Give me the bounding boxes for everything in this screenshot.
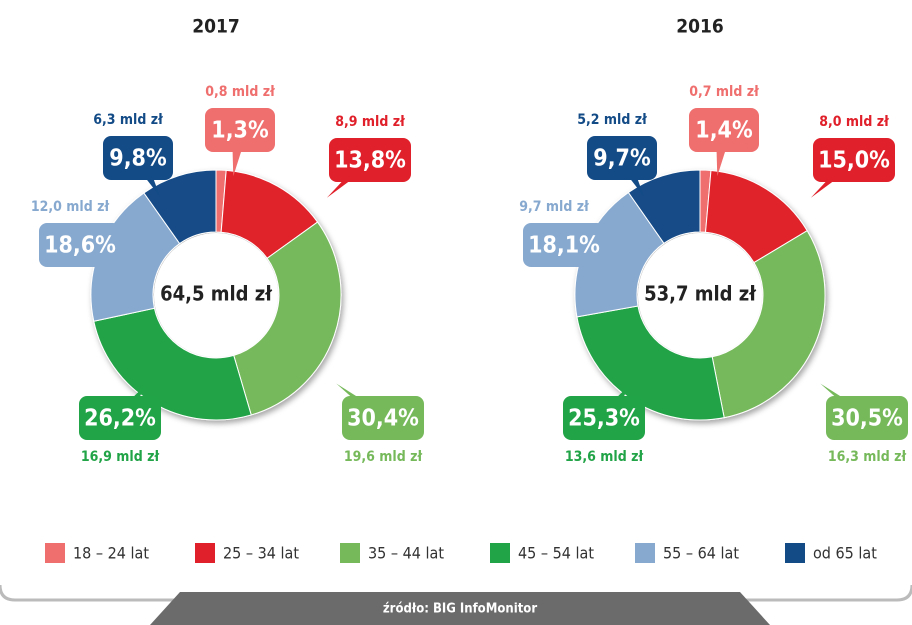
legend-swatch	[195, 543, 215, 563]
slice	[143, 169, 217, 245]
legend-label: 25 – 34 lat	[223, 544, 299, 563]
percent-label: 26,2%	[84, 406, 156, 432]
callout-box	[103, 136, 173, 180]
amount-label: 8,0 mld zł	[819, 114, 889, 130]
percent-label: 9,8%	[109, 146, 167, 172]
callout-box	[813, 138, 895, 182]
percent-label: 18,1%	[528, 233, 600, 259]
amount-label: 19,6 mld zł	[344, 449, 423, 465]
legend-swatch	[785, 543, 805, 563]
legend-label: 18 – 24 lat	[73, 544, 149, 563]
legend-swatch	[490, 543, 510, 563]
amount-label: 8,9 mld zł	[335, 114, 405, 130]
amount-label: 0,8 mld zł	[205, 84, 275, 100]
percent-label: 30,5%	[831, 406, 903, 432]
amount-label: 16,3 mld zł	[828, 449, 907, 465]
legend-swatch	[45, 543, 65, 563]
legend-label: od 65 lat	[813, 544, 877, 563]
slice	[574, 191, 665, 318]
percent-label: 18,6%	[44, 233, 116, 259]
percent-label: 1,4%	[695, 118, 753, 144]
percent-label: 15,0%	[818, 148, 890, 174]
percent-label: 30,4%	[347, 406, 419, 432]
callout-box	[39, 223, 121, 267]
slice	[233, 221, 342, 416]
callout-box	[523, 223, 605, 267]
amount-label: 13,6 mld zł	[565, 449, 644, 465]
amount-label: 12,0 mld zł	[31, 199, 110, 215]
slice	[576, 305, 725, 421]
percent-label: 13,8%	[334, 148, 406, 174]
percent-label: 9,7%	[593, 146, 651, 172]
legend-swatch	[635, 543, 655, 563]
source: źródło: BIG InfoMonitor	[383, 602, 537, 617]
callout-box	[563, 396, 645, 440]
total-label: 53,7 mld zł	[644, 282, 757, 306]
callout-box	[342, 396, 424, 440]
chart-title: 2017	[192, 16, 240, 38]
slice	[711, 230, 826, 419]
slice	[627, 169, 701, 245]
total-label: 64,5 mld zł	[160, 282, 273, 306]
slice	[93, 307, 252, 421]
donut-hole	[154, 233, 278, 357]
donut	[90, 169, 342, 421]
callout-box	[205, 108, 275, 152]
chart-title: 2016	[676, 16, 724, 38]
callout-box	[329, 138, 411, 182]
amount-label: 0,7 mld zł	[689, 84, 759, 100]
source-banner	[150, 592, 770, 625]
donut	[574, 169, 826, 421]
donut-hole	[638, 233, 762, 357]
callout-box	[587, 136, 657, 180]
amount-label: 6,3 mld zł	[93, 112, 163, 128]
legend-label: 55 – 64 lat	[663, 544, 739, 563]
percent-label: 1,3%	[211, 118, 269, 144]
amount-label: 16,9 mld zł	[81, 449, 160, 465]
legend-label: 35 – 44 lat	[368, 544, 444, 563]
callout-box	[79, 396, 161, 440]
amount-label: 9,7 mld zł	[519, 199, 589, 215]
percent-label: 25,3%	[568, 406, 640, 432]
callout-box	[826, 396, 908, 440]
legend-swatch	[340, 543, 360, 563]
amount-label: 5,2 mld zł	[577, 112, 647, 128]
legend-label: 45 – 54 lat	[518, 544, 594, 563]
callout-box	[689, 108, 759, 152]
